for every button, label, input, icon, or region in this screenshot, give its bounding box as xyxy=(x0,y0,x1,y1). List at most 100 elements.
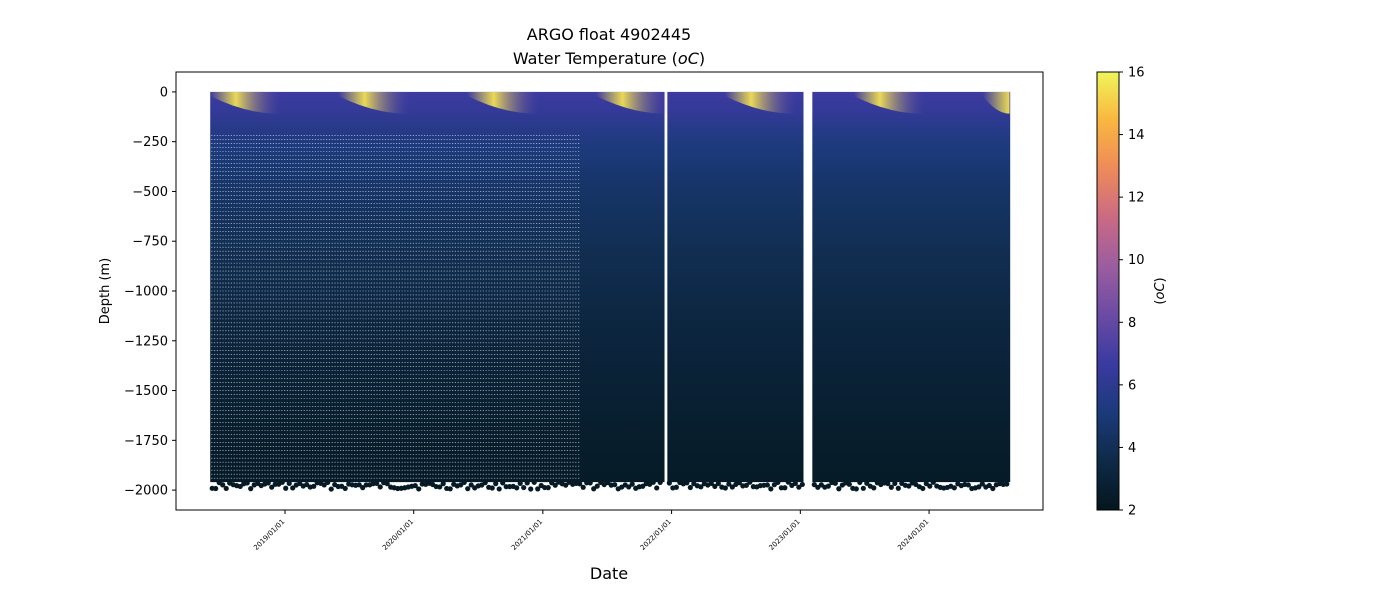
profile-bottom-point xyxy=(698,484,704,490)
x-tick-label: 2019/01/01 xyxy=(252,518,286,552)
profile-bottom-point xyxy=(440,481,446,487)
profile-bottom-point xyxy=(990,485,996,492)
profile-bottom-point xyxy=(465,486,471,492)
profile-bottom-point xyxy=(290,485,296,491)
profile-bottom-point xyxy=(356,482,362,488)
profile-bottom-point xyxy=(930,479,936,485)
chart-title: ARGO float 4902445 xyxy=(527,25,691,44)
profile-bottom-point xyxy=(736,480,742,486)
profile-bottom-point xyxy=(885,480,891,487)
profile-bottom-point xyxy=(244,480,250,486)
profile-bottom-point xyxy=(979,481,985,487)
profile-bottom-point xyxy=(782,485,788,491)
summer-warm-layer xyxy=(982,91,1011,114)
profile-bottom-point xyxy=(482,480,488,486)
profile-bottom-point xyxy=(594,483,600,489)
profile-bottom-point xyxy=(283,485,289,491)
profile-bottom-point xyxy=(412,483,418,489)
x-tick-label: 2022/01/01 xyxy=(639,518,673,552)
profile-bottom-point xyxy=(384,481,390,487)
profile-bottom-point xyxy=(496,486,502,492)
colorbar-gradient xyxy=(1096,71,1120,511)
y-tick-label: −2000 xyxy=(124,484,168,499)
profile-bottom-point xyxy=(708,480,714,487)
profile-bottom-point xyxy=(311,483,317,489)
profile-bottom-point xyxy=(325,479,331,486)
summer-warm-layer xyxy=(338,91,410,114)
profile-bottom-point xyxy=(545,485,551,491)
colorbar-tick-label: 4 xyxy=(1128,441,1136,456)
profile-bottom-point xyxy=(650,479,656,485)
profile-bottom-point xyxy=(521,484,527,491)
profile-bottom-point xyxy=(563,482,569,488)
profile-bottom-point xyxy=(580,484,586,490)
profile-bottom-point xyxy=(864,480,870,486)
profile-bottom-point xyxy=(764,482,770,488)
summer-warm-layer xyxy=(853,91,925,114)
summer-warm-layer xyxy=(724,91,797,114)
y-tick-label: −1000 xyxy=(124,285,168,300)
colorbar: 2 4 6 8 10 12 14 16 (oC) xyxy=(1096,66,1168,519)
profile-bottom-point xyxy=(715,480,721,487)
profile-bottom-point xyxy=(269,484,275,490)
profile-bottom-point xyxy=(722,485,728,491)
summer-warm-layer xyxy=(210,91,281,114)
profile-bottom-point xyxy=(248,486,254,492)
profile-bottom-point xyxy=(832,480,838,486)
profile-bottom-point xyxy=(888,484,894,490)
profile-bottom-point xyxy=(223,485,229,492)
profile-bottom-point xyxy=(552,482,558,488)
profile-bottom-point xyxy=(587,480,593,486)
profile-bottom-point xyxy=(747,479,753,485)
profile-bottom-point xyxy=(531,479,537,485)
y-tick-label: −1250 xyxy=(124,334,168,349)
profile-bottom-point xyxy=(687,484,693,491)
profile-bottom-point xyxy=(377,484,383,490)
colorbar-tick-label: 10 xyxy=(1128,253,1145,268)
colorbar-ticks: 2 4 6 8 10 12 14 16 xyxy=(1119,66,1145,519)
profile-bottom-point xyxy=(468,482,474,488)
profile-bottom-point xyxy=(374,480,380,487)
profile-bottom-point xyxy=(265,480,271,486)
profile-bottom-point xyxy=(577,481,583,487)
profile-bottom-point xyxy=(673,484,679,490)
profile-bottom-point xyxy=(461,479,467,486)
summer-warm-layer xyxy=(467,91,539,114)
profile-bottom-point xyxy=(1004,481,1010,487)
profile-bottom-point xyxy=(279,479,285,485)
profile-bottom-point xyxy=(500,480,506,486)
colorbar-tick-label: 16 xyxy=(1128,66,1145,81)
chart-subtitle: Water Temperature (oC) xyxy=(513,49,705,68)
x-axis: 2019/01/01 2020/01/01 2021/01/01 2022/01/01… xyxy=(252,510,930,552)
y-tick-label: −1750 xyxy=(124,434,168,449)
profile-bottom-point xyxy=(768,486,774,492)
profile-bottom-point xyxy=(328,486,334,492)
y-tick-label: 0 xyxy=(160,85,168,100)
profile-bottom-point xyxy=(792,480,798,487)
profile-bottom-point xyxy=(726,481,732,487)
profile-bottom-point xyxy=(853,486,859,492)
colorbar-tick-label: 6 xyxy=(1128,378,1136,393)
profile-bottom-point xyxy=(846,481,852,487)
profile-bottom-point xyxy=(626,484,632,490)
y-tick-label: −250 xyxy=(132,135,168,150)
x-tick-label: 2021/01/01 xyxy=(510,518,544,552)
profile-bottom-point xyxy=(785,479,791,485)
profile-bottom-point xyxy=(657,479,663,485)
profile-bottom-point xyxy=(493,481,499,487)
x-axis-label: Date xyxy=(590,564,628,583)
profile-bottom-point xyxy=(524,480,530,486)
profile-bottom-point xyxy=(220,482,226,488)
colorbar-label: (oC) xyxy=(1153,277,1168,304)
profile-bottom-point xyxy=(871,485,877,491)
colorbar-tick-label: 14 xyxy=(1128,128,1145,143)
profile-bottom-point xyxy=(906,483,912,489)
profile-bottom-point xyxy=(447,486,453,492)
scatter-data-layer xyxy=(209,91,1011,492)
profile-bottom-point xyxy=(286,480,292,487)
profile-bottom-point xyxy=(920,485,926,492)
profile-block xyxy=(210,91,665,483)
profile-bottom-point xyxy=(654,485,660,491)
profile-bottom-point xyxy=(528,486,534,492)
